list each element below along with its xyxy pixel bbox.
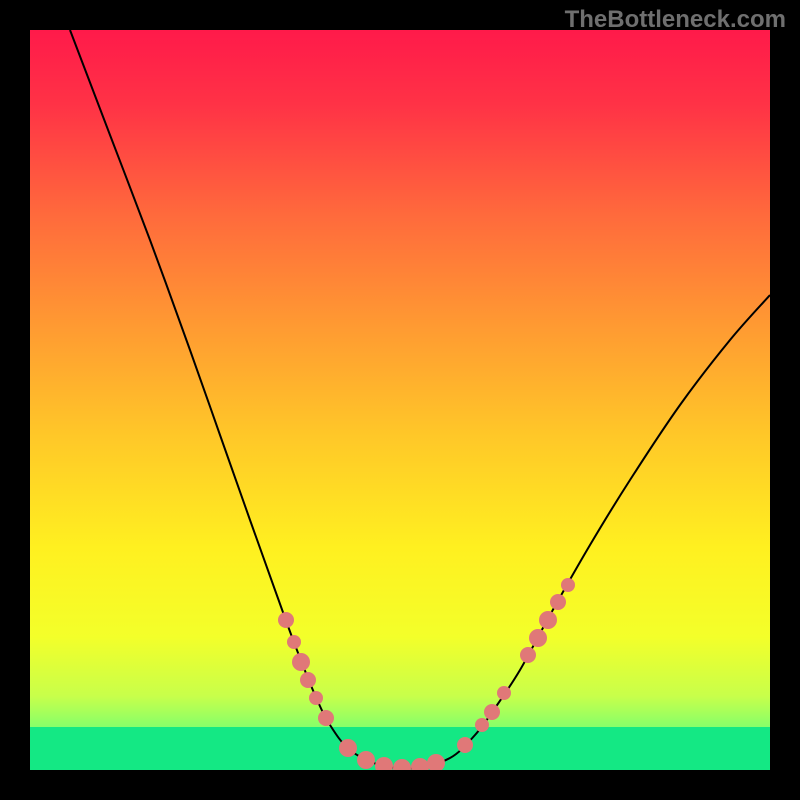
benchmark-marker: [309, 691, 323, 705]
benchmark-marker: [520, 647, 536, 663]
chart-frame: TheBottleneck.com: [0, 0, 800, 800]
benchmark-marker: [550, 594, 566, 610]
benchmark-marker: [300, 672, 316, 688]
watermark-text: TheBottleneck.com: [565, 6, 786, 34]
benchmark-marker: [484, 704, 500, 720]
benchmark-marker: [318, 710, 334, 726]
benchmark-marker: [497, 686, 511, 700]
benchmark-marker: [529, 629, 547, 647]
bottleneck-chart: [30, 30, 770, 770]
benchmark-marker: [357, 751, 375, 769]
benchmark-marker: [561, 578, 575, 592]
benchmark-marker: [339, 739, 357, 757]
benchmark-marker: [278, 612, 294, 628]
plot-area: [30, 30, 770, 770]
benchmark-marker: [292, 653, 310, 671]
benchmark-marker: [287, 635, 301, 649]
benchmark-marker: [539, 611, 557, 629]
gradient-background: [30, 30, 770, 770]
benchmark-marker: [457, 737, 473, 753]
benchmark-marker: [475, 718, 489, 732]
